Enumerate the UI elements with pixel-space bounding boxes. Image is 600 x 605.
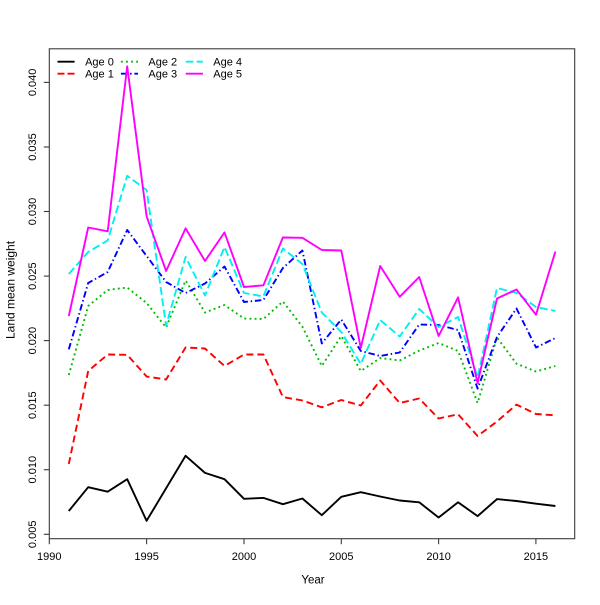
svg-text:0.015: 0.015 [27, 391, 39, 419]
svg-text:2010: 2010 [426, 551, 450, 563]
svg-text:0.025: 0.025 [27, 262, 39, 290]
svg-text:0.035: 0.035 [27, 133, 39, 161]
svg-text:0.030: 0.030 [27, 198, 39, 226]
svg-text:1995: 1995 [134, 551, 158, 563]
svg-text:Age 5: Age 5 [213, 69, 242, 81]
svg-text:0.005: 0.005 [27, 521, 39, 549]
svg-text:2005: 2005 [329, 551, 353, 563]
svg-text:0.010: 0.010 [27, 456, 39, 484]
svg-text:2000: 2000 [232, 551, 256, 563]
svg-text:0.040: 0.040 [27, 69, 39, 97]
svg-text:Age 0: Age 0 [85, 57, 114, 69]
svg-text:Age 1: Age 1 [85, 69, 114, 81]
svg-text:0.020: 0.020 [27, 327, 39, 355]
svg-text:Year: Year [301, 575, 324, 587]
svg-text:Land mean weight: Land mean weight [4, 240, 18, 339]
svg-text:Age 2: Age 2 [148, 57, 177, 69]
svg-text:Age 3: Age 3 [148, 69, 177, 81]
svg-text:2015: 2015 [524, 551, 548, 563]
svg-text:1990: 1990 [37, 551, 61, 563]
svg-text:Age 4: Age 4 [213, 57, 242, 69]
